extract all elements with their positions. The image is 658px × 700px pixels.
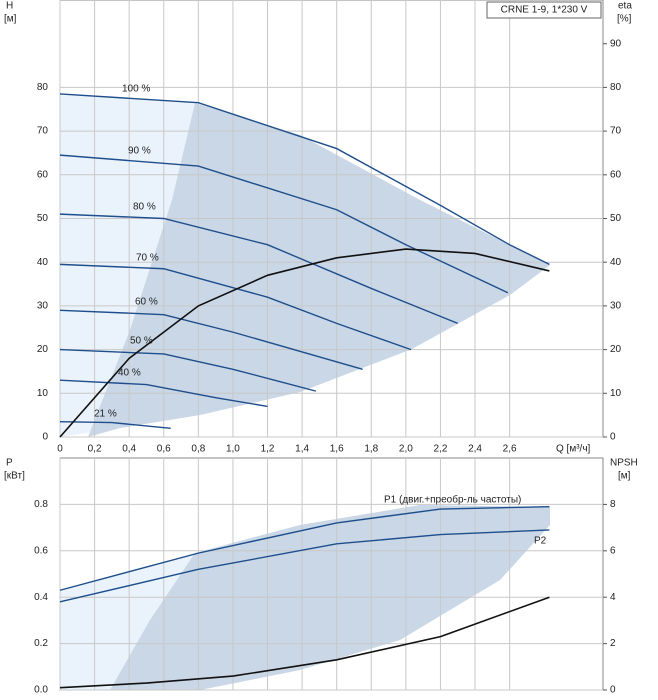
legend-box xyxy=(486,1,602,19)
y2-tick-label: 60 xyxy=(610,169,622,180)
y-label: P xyxy=(6,458,13,469)
y2-label: eta xyxy=(618,1,632,12)
y-tick-label: 60 xyxy=(37,169,49,180)
series-label: 90 % xyxy=(128,146,151,157)
grid xyxy=(59,0,603,691)
y-unit: [кВт] xyxy=(4,471,25,482)
y-label: H xyxy=(6,1,13,12)
curve xyxy=(59,213,459,325)
y2-tick-label: 80 xyxy=(610,82,622,93)
y2-tick-label: 90 xyxy=(610,38,622,49)
x-tick-label: 0 xyxy=(57,444,63,455)
x-tick-label: 1,4 xyxy=(295,444,309,455)
series-label: P2 xyxy=(534,536,547,547)
y-tick-label: 0.4 xyxy=(34,592,48,603)
y2-tick-label: 0 xyxy=(610,685,616,696)
series-label: 100 % xyxy=(122,84,150,95)
series-label: 40 % xyxy=(118,368,141,379)
y2-tick-label: 20 xyxy=(610,344,622,355)
y2-label: NPSH xyxy=(610,458,638,469)
y2-tick-label: 6 xyxy=(610,545,616,556)
curve xyxy=(59,309,363,370)
series-label: 80 % xyxy=(133,202,156,213)
y2-tick-label: 2 xyxy=(610,638,616,649)
y-unit: [м] xyxy=(4,14,17,25)
y-tick-label: 20 xyxy=(37,344,49,355)
series-label: P1 (двиг.+преобр-ль частоты) xyxy=(384,494,521,506)
y-tick-label: 40 xyxy=(37,257,49,268)
x-tick-label: 0,2 xyxy=(88,444,102,455)
curve xyxy=(59,93,550,266)
curve xyxy=(59,154,509,294)
x-tick-label: 2,0 xyxy=(399,444,413,455)
curve xyxy=(59,348,317,392)
y-tick-label: 70 xyxy=(37,126,49,137)
y2-tick-label: 40 xyxy=(610,257,622,268)
x-label: Q [м³/ч] xyxy=(556,444,591,455)
series-label: 60 % xyxy=(135,297,158,308)
y2-tick-label: 70 xyxy=(610,126,622,137)
series-label: 21 % xyxy=(94,409,117,420)
y-tick-label: 0.6 xyxy=(34,545,48,556)
y-tick-label: 30 xyxy=(37,301,49,312)
y2-tick-label: 10 xyxy=(610,388,622,399)
y-tick-label: 0.8 xyxy=(34,499,48,510)
y2-tick-label: 4 xyxy=(610,592,616,603)
y-tick-label: 0.0 xyxy=(34,685,48,696)
curve xyxy=(59,263,412,351)
x-tick-label: 0,8 xyxy=(191,444,205,455)
curve xyxy=(59,379,268,408)
legend-box-text: CRNE 1-9, 1*230 V xyxy=(501,5,588,16)
y2-tick-label: 0 xyxy=(610,432,616,443)
curve xyxy=(59,529,550,603)
x-tick-label: 1,6 xyxy=(330,444,344,455)
y-tick-label: 0.2 xyxy=(34,638,48,649)
curve xyxy=(59,596,550,689)
curve xyxy=(59,506,550,591)
y2-tick-label: 50 xyxy=(610,213,622,224)
y-tick-label: 0 xyxy=(42,432,48,443)
curve xyxy=(59,421,171,429)
y-tick-label: 10 xyxy=(37,388,49,399)
y2-tick-label: 30 xyxy=(610,301,622,312)
x-tick-label: 2,4 xyxy=(468,444,482,455)
operating-area xyxy=(88,103,550,437)
y2-unit: [м] xyxy=(618,471,631,482)
x-tick-label: 1,0 xyxy=(226,444,240,455)
y-tick-label: 80 xyxy=(37,82,49,93)
x-tick-label: 0,6 xyxy=(157,444,171,455)
y-tick-label: 50 xyxy=(37,213,49,224)
x-tick-label: 1,2 xyxy=(261,444,275,455)
curve xyxy=(59,248,550,438)
y2-tick-label: 8 xyxy=(610,499,616,510)
y2-unit: [%] xyxy=(617,14,632,25)
x-tick-label: 2,6 xyxy=(503,444,517,455)
x-tick-label: 1,8 xyxy=(364,444,378,455)
series-label: 70 % xyxy=(136,253,159,264)
x-tick-label: 0,4 xyxy=(122,444,136,455)
series-label: 50 % xyxy=(130,336,153,347)
x-tick-label: 2,2 xyxy=(433,444,447,455)
